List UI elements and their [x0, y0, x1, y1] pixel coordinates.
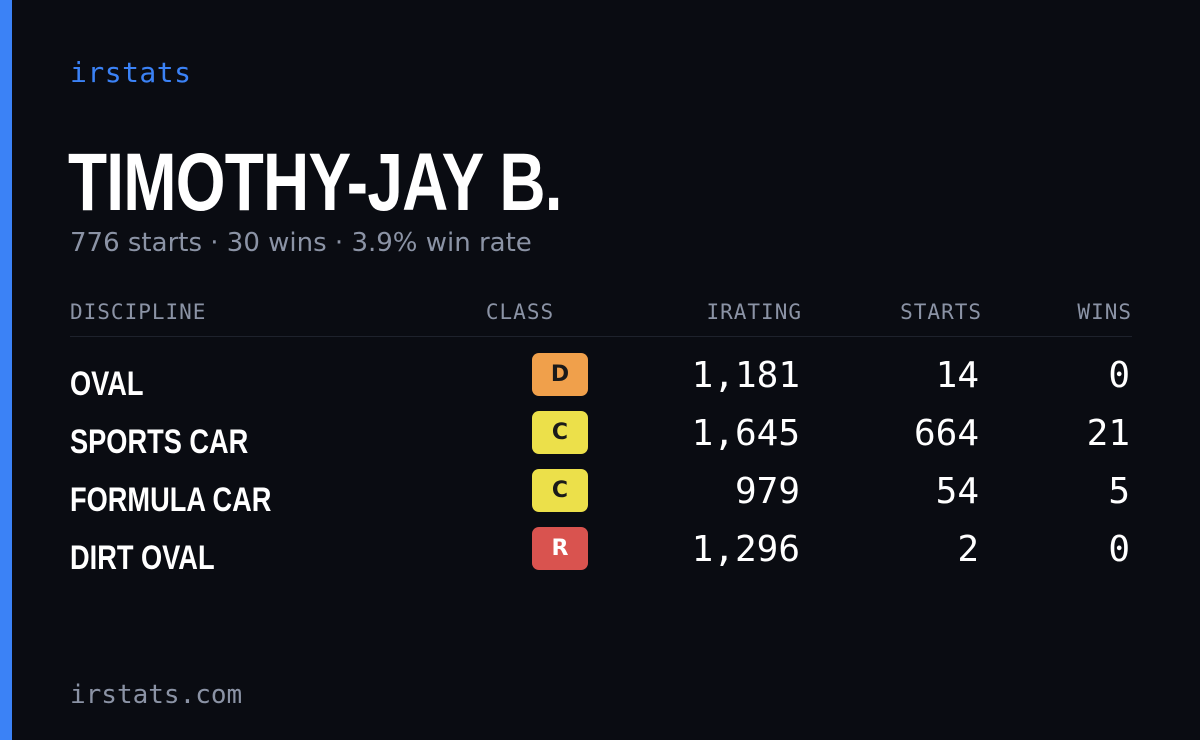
- wins-value: 0: [1108, 355, 1130, 396]
- wins-value: 0: [1108, 529, 1130, 570]
- irating-value: 979: [734, 471, 800, 512]
- header-wins: WINS: [1077, 300, 1132, 324]
- starts-value: 664: [913, 413, 979, 454]
- header-starts: STARTS: [900, 300, 982, 324]
- discipline-name: FORMULA CAR: [70, 481, 272, 519]
- starts-value: 54: [935, 471, 979, 512]
- class-badge: C: [532, 411, 588, 454]
- class-badge: C: [532, 469, 588, 512]
- header-class: CLASS: [485, 300, 555, 324]
- discipline-name: SPORTS CAR: [70, 423, 249, 461]
- header-irating: IRATING: [706, 300, 802, 324]
- irating-value: 1,181: [691, 355, 800, 396]
- starts-value: 14: [935, 355, 979, 396]
- table-row: FORMULA CAR C 979 54 5: [70, 469, 1132, 527]
- table-body: OVAL D 1,181 14 0 SPORTS CAR C 1,645 664…: [70, 353, 1132, 585]
- starts-value: 2: [957, 529, 979, 570]
- wins-value: 5: [1108, 471, 1130, 512]
- discipline-name: OVAL: [70, 365, 144, 403]
- player-name: TIMOTHY-JAY B.: [68, 137, 563, 228]
- irating-value: 1,645: [691, 413, 800, 454]
- footer-url[interactable]: irstats.com: [70, 680, 243, 710]
- player-summary: 776 starts · 30 wins · 3.9% win rate: [70, 228, 532, 258]
- wins-value: 21: [1086, 413, 1130, 454]
- class-badge: D: [532, 353, 588, 396]
- table-row: OVAL D 1,181 14 0: [70, 353, 1132, 411]
- table-row: SPORTS CAR C 1,645 664 21: [70, 411, 1132, 469]
- discipline-name: DIRT OVAL: [70, 539, 215, 577]
- table-row: DIRT OVAL R 1,296 2 0: [70, 527, 1132, 585]
- header-discipline: DISCIPLINE: [70, 300, 207, 324]
- table-header: DISCIPLINE CLASS IRATING STARTS WINS: [70, 298, 1132, 337]
- discipline-table: DISCIPLINE CLASS IRATING STARTS WINS OVA…: [70, 298, 1132, 585]
- brand-logo: irstats: [70, 56, 192, 89]
- irating-value: 1,296: [691, 529, 800, 570]
- class-badge: R: [532, 527, 588, 570]
- accent-bar: [0, 0, 12, 740]
